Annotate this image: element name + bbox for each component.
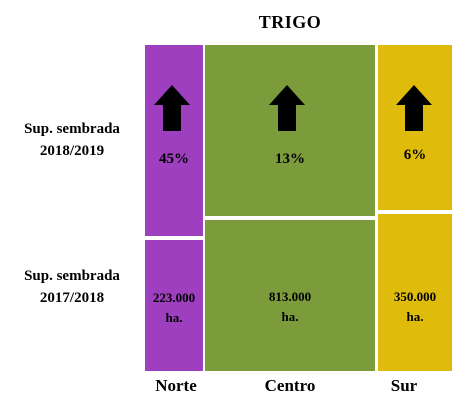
row-label-2018-2019: Sup. sembrada 2018/2019 [2,118,142,162]
norte-area-cell: 223.000 ha. [145,240,203,371]
up-arrow-icon [396,85,432,131]
area-unit: ha. [406,309,424,324]
area-number: 813.000 [268,289,312,304]
sur-change-cell: 6% [378,45,452,210]
row-label-line1: Sup. sembrada [24,268,120,284]
centro-area-cell: 813.000 ha. [205,220,375,371]
sur-area-value: 350.000 ha. [378,287,452,327]
area-number: 350.000 [393,289,437,304]
column-label-norte: Norte [155,376,197,395]
sur-change-value: 6% [403,147,427,163]
row-label-line2: 2018/2019 [39,143,105,159]
norte-change-cell: 45% [145,45,203,236]
column-label-sur: Sur [390,376,418,395]
norte-area-value: 223.000 ha. [145,288,203,328]
up-arrow-icon [269,85,305,131]
row-label-2017-2018: Sup. sembrada 2017/2018 [2,265,142,309]
row-label-line1: Sup. sembrada [24,121,120,137]
centro-area-value: 813.000 ha. [205,287,375,327]
area-number: 223.000 [152,290,196,305]
area-unit: ha. [281,309,299,324]
column-label-centro: Centro [264,376,316,395]
centro-change-value: 13% [275,151,305,167]
norte-change-value: 45% [159,151,189,167]
area-unit: ha. [165,310,183,325]
row-label-line2: 2017/2018 [39,290,105,306]
up-arrow-icon [154,85,190,131]
chart-title: TRIGO [258,12,322,32]
centro-change-cell: 13% [205,45,375,216]
sur-area-cell: 350.000 ha. [378,214,452,371]
